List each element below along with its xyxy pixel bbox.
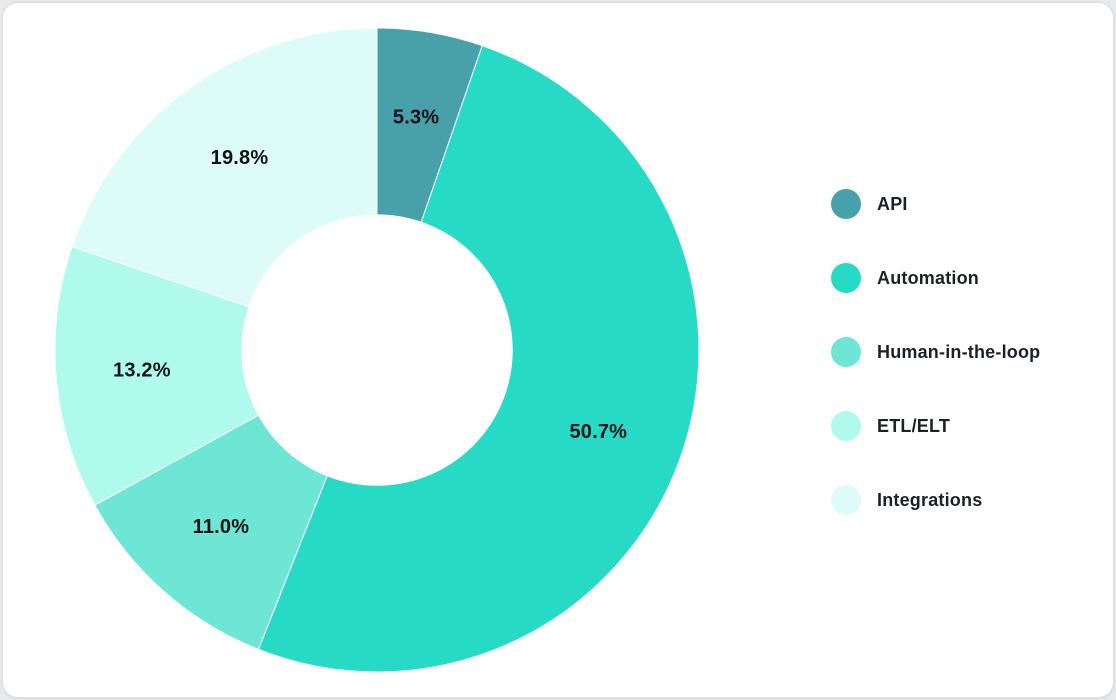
slice-label-etl-elt: 13.2% [113, 360, 171, 382]
legend-label: Automation [877, 267, 979, 288]
legend-swatch-api [831, 189, 861, 219]
slice-label-integrations: 19.8% [211, 147, 269, 169]
legend-item-etl-elt[interactable]: ETL/ELT [831, 411, 1040, 441]
legend-label: API [877, 193, 908, 214]
slice-integrations[interactable] [71, 27, 378, 308]
slice-automation[interactable] [257, 45, 700, 673]
donut-chart: 5.3% 50.7% 11.0% 13.2% 19.8% [54, 27, 700, 673]
legend-swatch-automation [831, 263, 861, 293]
legend-item-automation[interactable]: Automation [831, 263, 1040, 293]
legend-item-integrations[interactable]: Integrations [831, 485, 1040, 515]
slice-label-api: 5.3% [393, 106, 439, 128]
legend-label: Integrations [877, 489, 983, 510]
legend-swatch-etl-elt [831, 411, 861, 441]
slice-label-human-in-the-loop: 11.0% [193, 516, 250, 538]
slice-etl-elt[interactable] [54, 246, 260, 506]
legend-swatch-integrations [831, 485, 861, 515]
legend-swatch-human-in-the-loop [831, 337, 861, 367]
legend-label: ETL/ELT [877, 415, 951, 436]
legend-item-api[interactable]: API [831, 189, 1040, 219]
legend-item-human-in-the-loop[interactable]: Human-in-the-loop [831, 337, 1040, 367]
legend-label: Human-in-the-loop [877, 341, 1041, 362]
slice-label-automation: 50.7% [569, 421, 627, 443]
legend: API Automation Human-in-the-loop ETL/ELT Int… [831, 189, 1040, 515]
